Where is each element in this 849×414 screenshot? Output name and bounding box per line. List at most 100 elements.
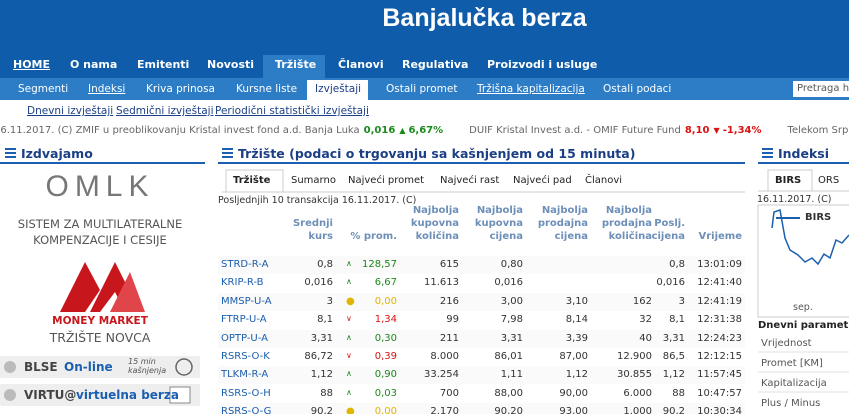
- nav-link[interactable]: Proizvodi i usluge: [487, 58, 598, 71]
- security-code[interactable]: RSRS-O-G: [221, 406, 272, 414]
- active-nav: [263, 55, 325, 78]
- security-code[interactable]: KRIP-R-B: [221, 277, 264, 289]
- market-tab[interactable]: Sumarno: [291, 175, 336, 186]
- security-code[interactable]: RSRS-O-H: [221, 387, 271, 399]
- virtu-label[interactable]: virtuelna berza: [76, 388, 179, 402]
- search-input[interactable]: Pretraga h: [793, 81, 849, 97]
- table-cell: 1,12: [662, 369, 685, 381]
- table-cell: 90,2: [310, 406, 333, 414]
- nav-link[interactable]: Tržište: [275, 58, 317, 71]
- table-cell: 86,72: [304, 351, 333, 362]
- trend-icon: ∧: [346, 277, 352, 287]
- table-cell: 0,80: [500, 259, 523, 270]
- table-cell: 6.000: [623, 387, 652, 399]
- subnav-link[interactable]: Ostali podaci: [603, 83, 672, 95]
- column-header: količina: [608, 231, 652, 242]
- table-cell: 90,00: [559, 387, 588, 399]
- nav-link[interactable]: Novosti: [207, 58, 255, 71]
- table-cell: 12:41:40: [697, 277, 742, 289]
- column-header: kupovna: [410, 218, 459, 229]
- report-link[interactable]: Periodični statistički izvještaji: [215, 105, 369, 117]
- market-tab[interactable]: Najveći pad: [513, 175, 572, 186]
- ticker-text: Telekom Srp: [787, 125, 849, 136]
- column-header: količina: [415, 231, 459, 242]
- table-cell: 0,03: [374, 387, 397, 399]
- report-link[interactable]: Sedmični izvještaji: [116, 105, 214, 117]
- nav-link[interactable]: Regulativa: [402, 58, 469, 71]
- param-label: Plus / Minus: [761, 398, 821, 409]
- nav-link[interactable]: Emitenti: [137, 58, 190, 71]
- security-code[interactable]: OPTP-U-A: [221, 332, 268, 344]
- subnav-link[interactable]: Kriva prinosa: [146, 83, 215, 95]
- subnav-link[interactable]: Izvještaji: [315, 83, 362, 95]
- column-header: Najbolja: [541, 205, 588, 216]
- security-code[interactable]: TLKM-R-A: [221, 369, 269, 381]
- security-code[interactable]: MMSP-U-A: [221, 295, 272, 307]
- table-cell: 40: [639, 332, 652, 344]
- table-cell: 88: [672, 387, 685, 399]
- ticker-text: 16.11.2017. (C) ZMIF u preoblikovanju Kr…: [0, 125, 360, 136]
- column-header: prodajna: [537, 218, 588, 229]
- table-cell: 3,31: [500, 332, 523, 344]
- nav-link[interactable]: O nama: [70, 58, 118, 71]
- subnav-bar: [0, 78, 849, 100]
- subnav-link[interactable]: Tržišna kapitalizacija: [477, 83, 585, 95]
- subnav-link[interactable]: Ostali promet: [386, 83, 458, 95]
- blse-name[interactable]: BLSE: [24, 360, 58, 374]
- table-cell: 12:41:19: [697, 295, 742, 307]
- table-cell: 87,00: [559, 351, 588, 362]
- table-cell: 128,57: [362, 259, 397, 270]
- table-cell: 1,12: [310, 369, 333, 381]
- row-stripe: [218, 330, 745, 348]
- blse-label[interactable]: On-line: [64, 360, 113, 374]
- row-stripe: [218, 403, 745, 414]
- table-cell: 0,30: [374, 332, 397, 344]
- section-title: Indeksi: [778, 146, 830, 161]
- param-label: Promet [KM]: [761, 358, 823, 369]
- subnav-link[interactable]: Kursne liste: [236, 83, 298, 95]
- table-cell: 0,00: [374, 406, 397, 414]
- table-cell: 30.855: [617, 369, 652, 381]
- table-cell: 99: [446, 314, 459, 326]
- table-cell: 12.900: [617, 351, 652, 362]
- nav-link[interactable]: HOME: [13, 58, 51, 71]
- report-link[interactable]: Dnevni izvještaji: [27, 105, 114, 117]
- table-cell: 0,90: [374, 369, 397, 381]
- table-cell: 8,14: [565, 314, 588, 326]
- blse-note: kašnjenja: [128, 366, 167, 375]
- index-tab[interactable]: ORS: [818, 175, 840, 186]
- header-bar: [0, 0, 849, 78]
- table-cell: 12:12:15: [697, 351, 742, 362]
- column-header: prodajna: [601, 218, 652, 229]
- table-cell: 8.000: [430, 351, 459, 362]
- column-header: Srednji: [292, 218, 333, 229]
- column-header: cijena: [554, 231, 588, 242]
- nav-link[interactable]: Članovi: [338, 58, 384, 71]
- subnav-link[interactable]: Indeksi: [88, 83, 126, 95]
- security-code[interactable]: FTRP-U-A: [221, 314, 267, 326]
- market-tab[interactable]: Najveći rast: [440, 175, 500, 186]
- market-tab[interactable]: Tržište: [233, 175, 271, 186]
- table-cell: 8,1: [669, 314, 685, 326]
- security-code[interactable]: STRD-R-A: [221, 259, 269, 270]
- table-cell: 2.170: [430, 406, 459, 414]
- index-tab[interactable]: BIRS: [775, 175, 802, 186]
- table-cell: 8,1: [317, 314, 333, 326]
- table-cell: 10:30:34: [697, 406, 742, 414]
- subnav-link[interactable]: Segmenti: [18, 83, 69, 95]
- column-header: kupovna: [474, 218, 523, 229]
- section-title: Izdvajamo: [21, 146, 93, 161]
- table-cell: 615: [439, 259, 459, 270]
- table-cell: 211: [439, 332, 459, 344]
- market-tab[interactable]: Najveći promet: [348, 175, 425, 186]
- column-header: Najbolja: [605, 205, 652, 216]
- virtu-name[interactable]: VIRTU@: [24, 388, 77, 402]
- table-cell: 3,31: [662, 332, 685, 344]
- market-tab[interactable]: Članovi: [585, 175, 623, 186]
- site-title: Banjalučka berza: [382, 4, 587, 32]
- table-cell: 12:31:38: [697, 314, 742, 326]
- trend-icon: ∨: [346, 314, 352, 324]
- table-cell: 3: [326, 295, 333, 307]
- security-code[interactable]: RSRS-O-K: [221, 351, 270, 362]
